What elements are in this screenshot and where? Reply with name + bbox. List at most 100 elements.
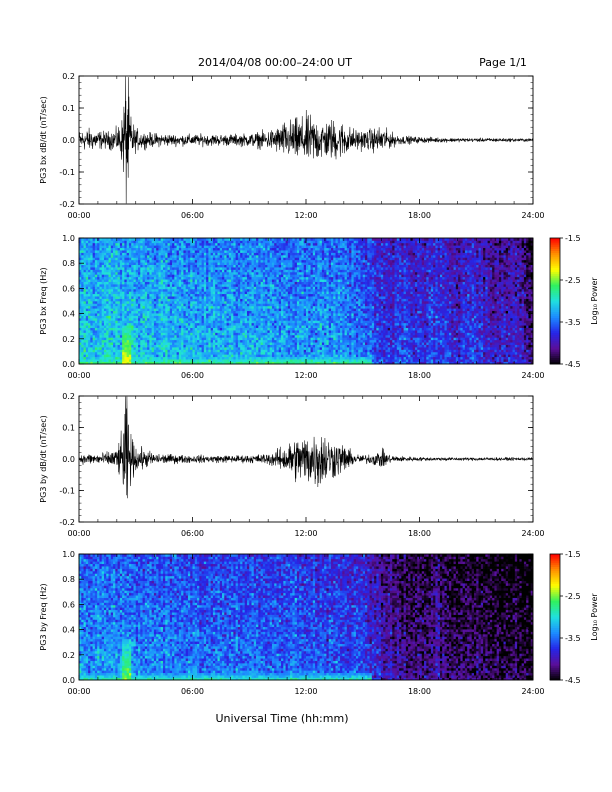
spectrogram-cell [131, 288, 134, 292]
spectrogram-cell [253, 342, 257, 345]
spectrogram-cell [210, 303, 214, 307]
spectrogram-cell [101, 291, 105, 295]
spectrogram-cell [122, 310, 125, 314]
spectrogram-cell [162, 342, 166, 345]
spectrogram-cell [81, 320, 84, 324]
spectrogram-cell [117, 250, 121, 253]
spectrogram-cell [285, 242, 289, 246]
spectrogram-cell [251, 264, 255, 268]
spectrogram-cell [174, 347, 177, 350]
spectrogram-cell [285, 320, 289, 324]
spectrogram-cell [149, 262, 152, 265]
spectrogram-cell [192, 327, 196, 331]
spectrogram-cell [108, 301, 112, 304]
spectrogram-cell [138, 284, 141, 287]
y-tick-label: -0.2 [59, 200, 75, 209]
spectrogram-cell [119, 274, 123, 278]
spectrogram-cell [197, 242, 200, 246]
spectrogram-cell [138, 327, 141, 331]
spectrogram-cell [231, 315, 234, 319]
spectrogram-cell [122, 342, 125, 345]
spectrogram-cell [276, 296, 280, 299]
spectrogram-cell [265, 325, 268, 328]
spectrogram-cell [88, 305, 91, 309]
spectrogram-cell [210, 271, 214, 275]
spectrogram-cell [244, 247, 248, 251]
spectrogram-cell [178, 288, 182, 292]
spectrogram-cell [269, 349, 273, 353]
spectrogram-cell [99, 344, 103, 348]
spectrogram-cell [108, 315, 112, 319]
spectrogram-cell [162, 347, 166, 350]
spectrogram-cell [233, 310, 236, 314]
spectrogram-cell [244, 349, 248, 353]
spectrogram-cell [258, 291, 261, 295]
spectrogram-cell [249, 351, 252, 355]
spectrogram-cell [142, 344, 146, 348]
spectrogram-cell [99, 332, 103, 336]
spectrogram-cell [206, 267, 209, 270]
spectrogram-cell [149, 310, 152, 314]
spectrogram-cell [267, 310, 271, 314]
spectrogram-cell [246, 254, 250, 258]
spectrogram-cell [210, 349, 214, 353]
spectrogram-cell [212, 296, 216, 299]
spectrogram-cell [290, 296, 293, 299]
spectrogram-cell [140, 330, 143, 333]
spectrogram-cell [85, 351, 89, 355]
spectrogram-cell [128, 327, 132, 331]
spectrogram-cell [265, 254, 268, 258]
spectrogram-cell [283, 257, 286, 261]
spectrogram-cell [147, 286, 150, 290]
spectrogram-cell [215, 356, 218, 360]
spectrogram-cell [117, 288, 121, 292]
spectrogram-cell [278, 330, 282, 333]
spectrogram-cell [160, 301, 164, 304]
spectrogram-cell [92, 349, 96, 353]
spectrogram-cell [106, 317, 109, 321]
spectrogram-cell [103, 344, 107, 348]
spectrogram-cell [122, 361, 125, 365]
spectrogram-cell [153, 325, 157, 328]
spectrogram-cell [219, 269, 223, 273]
spectrogram-cell [244, 269, 248, 273]
spectrogram-cell [269, 313, 273, 316]
spectrogram-cell [210, 269, 214, 273]
spectrogram-cell [197, 303, 200, 307]
spectrogram-cell [101, 308, 105, 312]
spectrogram-cell [267, 284, 271, 287]
spectrogram-cell [253, 254, 257, 258]
spectrogram-cell [90, 242, 93, 246]
spectrogram-cell [208, 274, 212, 278]
spectrogram-cell [222, 271, 225, 275]
spectrogram-cell [285, 305, 289, 309]
spectrogram-cell [79, 344, 82, 348]
spectrogram-cell [228, 322, 232, 326]
spectrogram-cell [176, 301, 180, 304]
spectrogram-cell [99, 347, 103, 350]
spectrogram-cell [138, 252, 141, 256]
spectrogram-cell [113, 301, 116, 304]
spectrogram-cell [283, 262, 286, 265]
spectrogram-cell [253, 271, 257, 275]
spectrogram-cell [142, 267, 146, 270]
spectrogram-cell [126, 315, 130, 319]
spectrogram-cell [226, 320, 230, 324]
spectrogram-cell [119, 259, 123, 263]
spectrogram-cell [199, 310, 202, 314]
spectrogram-cell [256, 315, 259, 319]
spectrogram-cell [140, 305, 143, 309]
spectrogram-cell [122, 264, 125, 268]
spectrogram-cell [183, 354, 187, 358]
spectrogram-cell [210, 347, 214, 350]
spectrogram-cell [190, 330, 193, 333]
spectrogram-cell [285, 274, 289, 278]
spectrogram-cell [237, 308, 241, 312]
spectrogram-cell [235, 354, 239, 358]
spectrogram-cell [267, 291, 271, 295]
spectrogram-cell [187, 286, 191, 290]
spectrogram-cell [256, 284, 259, 287]
spectrogram-cell [142, 327, 146, 331]
spectrogram-cell [79, 240, 82, 244]
spectrogram-cell [283, 342, 286, 345]
